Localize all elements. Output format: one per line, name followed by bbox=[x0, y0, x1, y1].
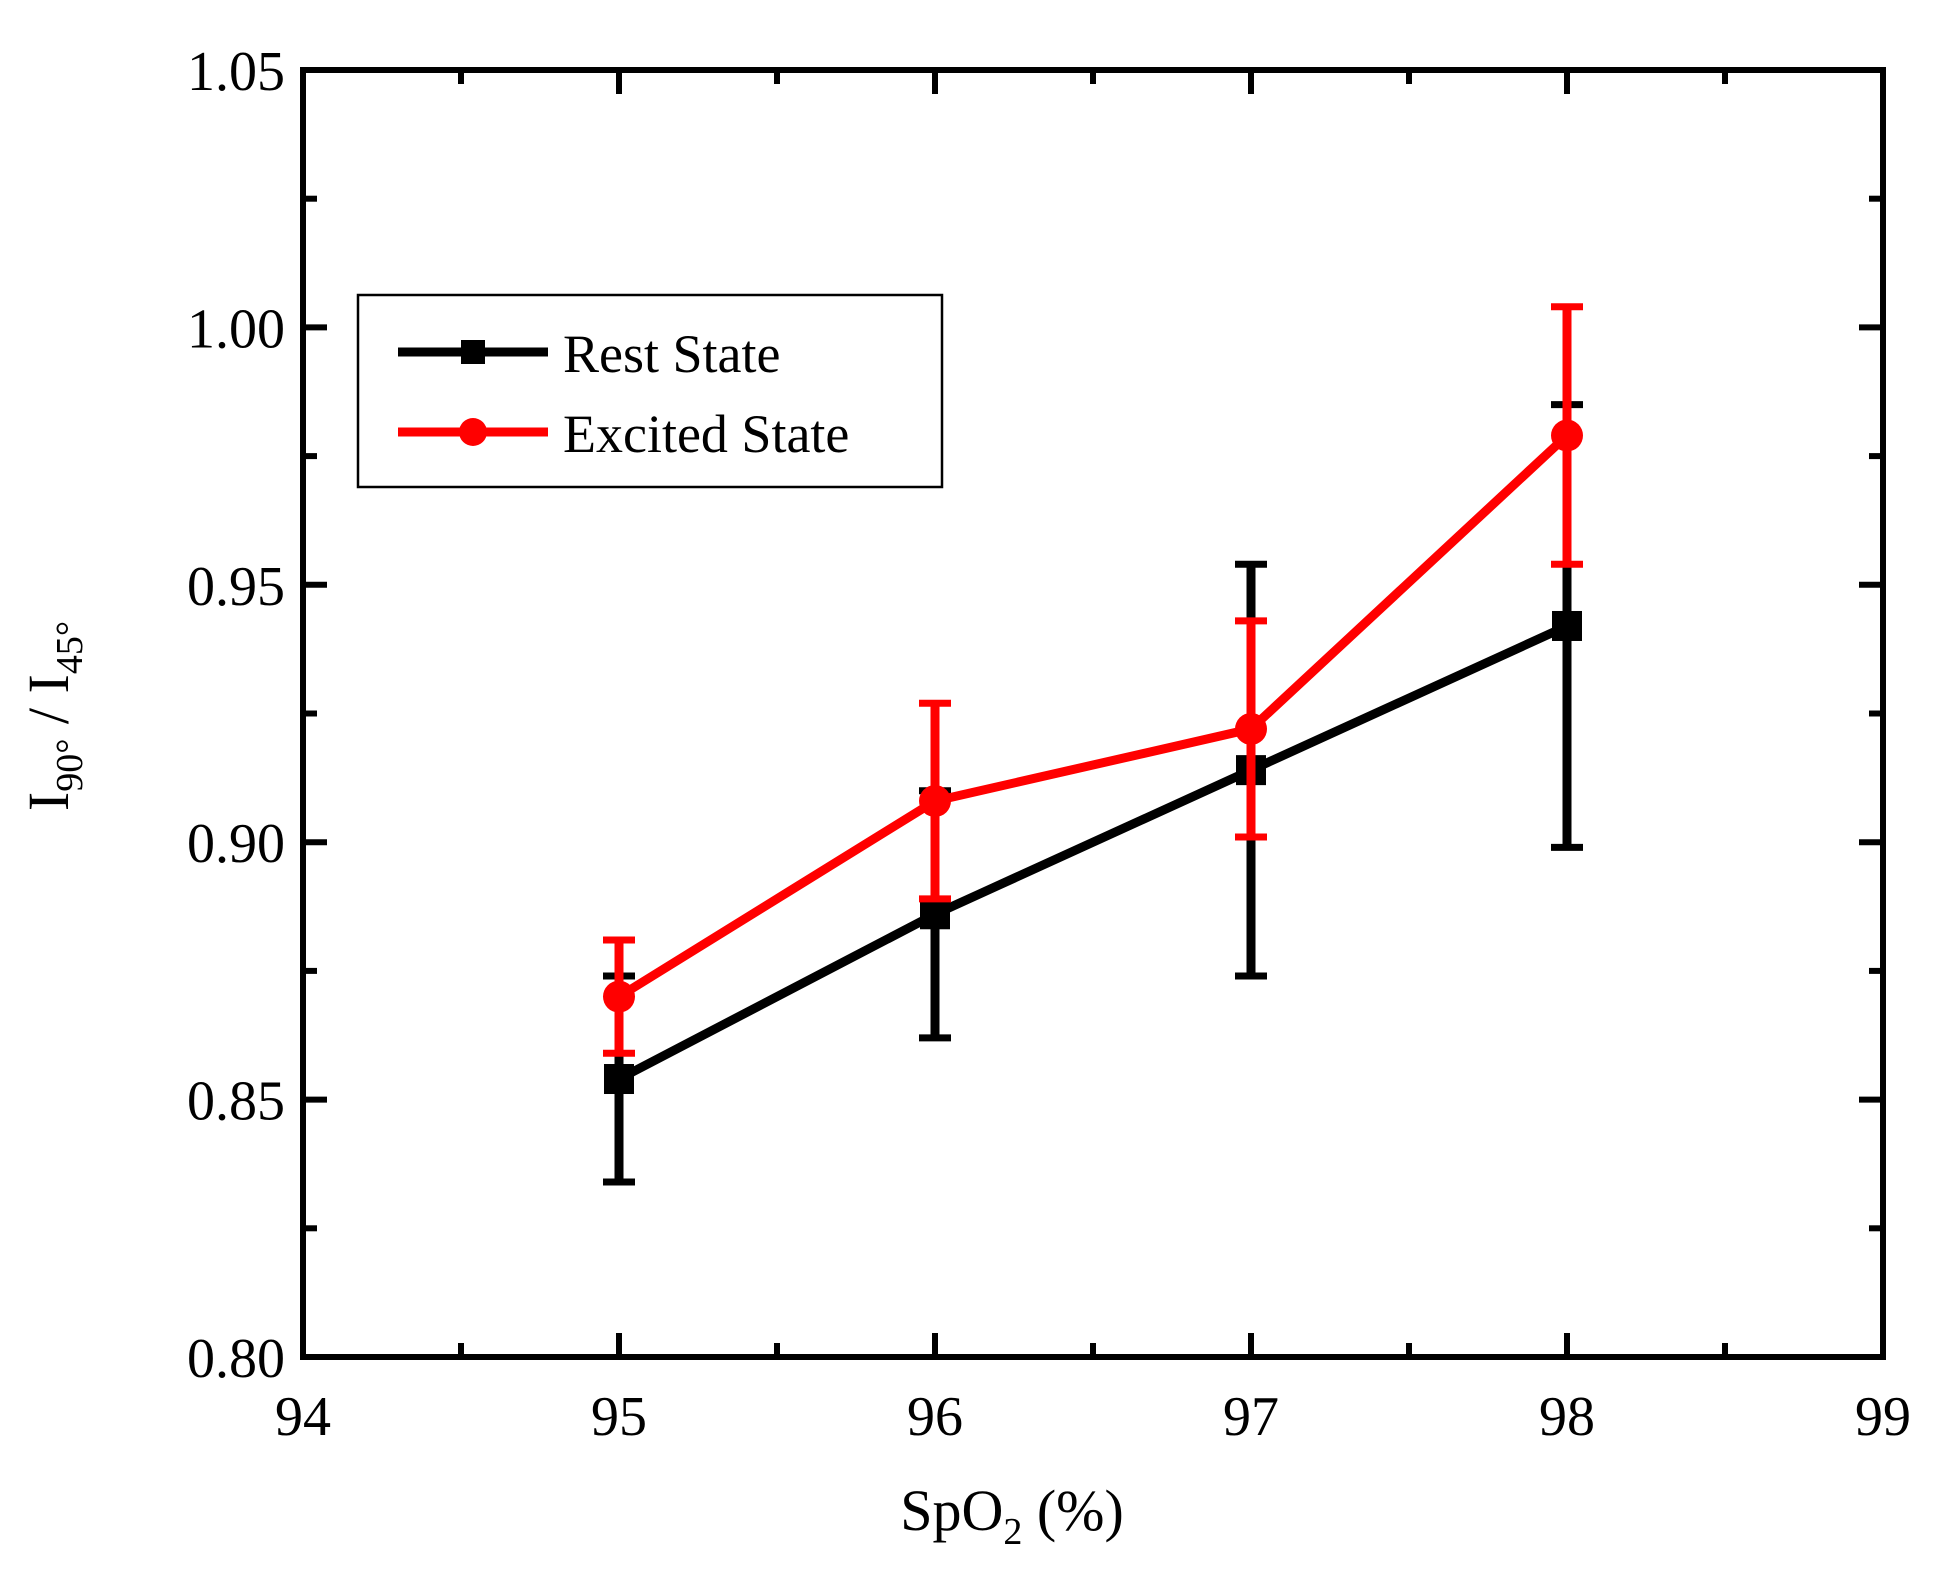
y-axis-title: I90° / I45° bbox=[16, 621, 91, 811]
legend-box bbox=[356, 293, 944, 489]
legend-rest-label: Rest State bbox=[563, 324, 780, 384]
series-excited-state bbox=[603, 303, 1583, 1057]
y-tick-label: 0.95 bbox=[187, 556, 285, 618]
data-point bbox=[604, 1064, 634, 1095]
series-line bbox=[616, 432, 1571, 1001]
y-tick-label: 1.05 bbox=[187, 41, 285, 103]
x-tick-label: 95 bbox=[591, 1386, 647, 1448]
x-tick-label: 96 bbox=[907, 1386, 963, 1448]
plot-frame bbox=[300, 67, 1886, 1360]
data-point bbox=[1235, 712, 1267, 745]
data-point bbox=[1551, 419, 1583, 452]
y-tick-label: 1.00 bbox=[187, 298, 285, 360]
x-tick-label: 98 bbox=[1539, 1386, 1595, 1448]
x-tick-label: 99 bbox=[1855, 1386, 1911, 1448]
data-point bbox=[1552, 610, 1582, 641]
axes: 94 95 96 97 98 99 0.80 0.85 0.90 0.95 1.00 1.05 bbox=[187, 41, 1911, 1448]
data-point bbox=[920, 899, 950, 930]
legend-rest-marker bbox=[461, 340, 485, 364]
data-point bbox=[919, 785, 951, 818]
x-axis-title: SpO2 (%) bbox=[900, 1478, 1124, 1553]
legend: Rest State Excited State bbox=[356, 293, 944, 489]
series-layer bbox=[603, 303, 1583, 1186]
y-tick-label: 0.80 bbox=[187, 1328, 285, 1390]
y-tick-label: 0.90 bbox=[187, 813, 285, 875]
data-point bbox=[603, 980, 635, 1013]
y-tick-label: 0.85 bbox=[187, 1071, 285, 1133]
svg-text:I90° / I45°: I90° / I45° bbox=[16, 621, 91, 811]
series-line bbox=[616, 621, 1569, 1083]
legend-excited-marker bbox=[459, 418, 487, 446]
x-tick-label: 94 bbox=[275, 1386, 331, 1448]
legend-excited-label: Excited State bbox=[563, 404, 849, 464]
series-rest-state bbox=[603, 401, 1583, 1186]
x-tick-label: 97 bbox=[1223, 1386, 1279, 1448]
